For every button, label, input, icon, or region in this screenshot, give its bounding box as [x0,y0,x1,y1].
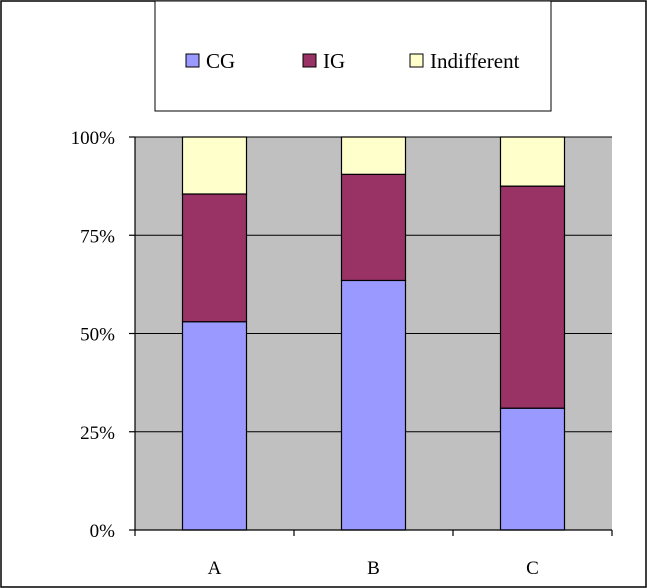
y-tick-label: 0% [90,521,116,542]
bar-indifferent-c [499,136,566,187]
legend: CG IG Indifferent [154,0,552,112]
bar-ig-a [181,193,248,323]
x-tick-labels: A B C [208,558,539,579]
x-tick-label: A [208,558,222,579]
legend-label-ig: IG [323,49,345,73]
y-tick-label: 100% [71,128,116,149]
legend-swatch-ig [302,53,317,68]
y-tick-label: 25% [80,423,115,444]
bar-cg-c [499,407,566,531]
bar-indifferent-a [181,136,248,195]
legend-box [154,0,552,112]
bar-cg-a [181,321,248,531]
legend-swatch-cg [185,53,200,68]
bar-ig-b [340,173,407,282]
x-tick-label: B [367,558,380,579]
legend-label-indifferent: Indifferent [430,49,520,73]
y-tick-label: 50% [80,325,115,346]
bar-indifferent-b [340,136,407,175]
legend-label-cg: CG [206,49,235,73]
axes [129,136,613,536]
y-tick-label: 75% [80,226,115,247]
y-tick-labels: 0% 25% 50% 75% 100% [71,128,116,542]
x-tick-label: C [526,558,539,579]
bar-ig-c [499,185,566,409]
bar-cg-b [340,279,407,531]
bars [181,136,566,531]
legend-swatch-indifferent [409,53,424,68]
